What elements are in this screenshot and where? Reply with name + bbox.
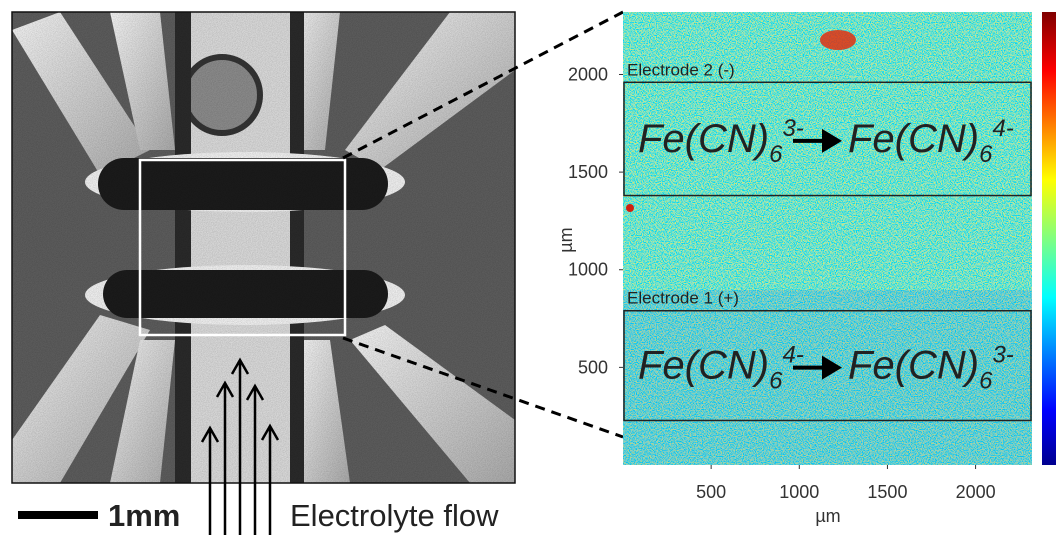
y-tick-label: 1000 — [568, 260, 608, 280]
y-axis-label: µm — [556, 227, 576, 252]
subscript: 6 — [979, 368, 993, 395]
y-tick-label: 1500 — [568, 162, 608, 182]
subscript: 6 — [769, 368, 783, 395]
colorbar — [1042, 12, 1056, 465]
formula: Fe(CN) — [848, 344, 979, 388]
scale-bar — [18, 511, 98, 519]
heatmap — [623, 12, 1032, 465]
charge: 4- — [782, 342, 803, 369]
x-axis-label: µm — [815, 506, 840, 526]
formula: Fe(CN) — [848, 117, 979, 161]
x-tick-label: 1000 — [779, 482, 819, 502]
scale-label: 1mm — [108, 498, 180, 533]
charge: 3- — [782, 115, 803, 142]
electrode-label: Electrode 2 (-) — [627, 60, 735, 79]
charge: 3- — [992, 342, 1013, 369]
subscript: 6 — [769, 141, 783, 168]
figure: 1mm Electrolyte flow µm µm 500 1000 1500 20… — [0, 0, 1056, 539]
y-tick-label: 500 — [578, 357, 608, 377]
formula: Fe(CN) — [638, 117, 769, 161]
charge: 4- — [992, 115, 1013, 142]
electrode-label: Electrode 1 (+) — [627, 289, 739, 308]
x-tick-label: 1500 — [867, 482, 907, 502]
y-tick-label: 2000 — [568, 64, 608, 84]
formula: Fe(CN) — [638, 344, 769, 388]
x-tick-label: 2000 — [956, 482, 996, 502]
subscript: 6 — [979, 141, 993, 168]
flow-label: Electrolyte flow — [290, 498, 499, 533]
x-tick-label: 500 — [696, 482, 726, 502]
photo — [12, 12, 515, 483]
